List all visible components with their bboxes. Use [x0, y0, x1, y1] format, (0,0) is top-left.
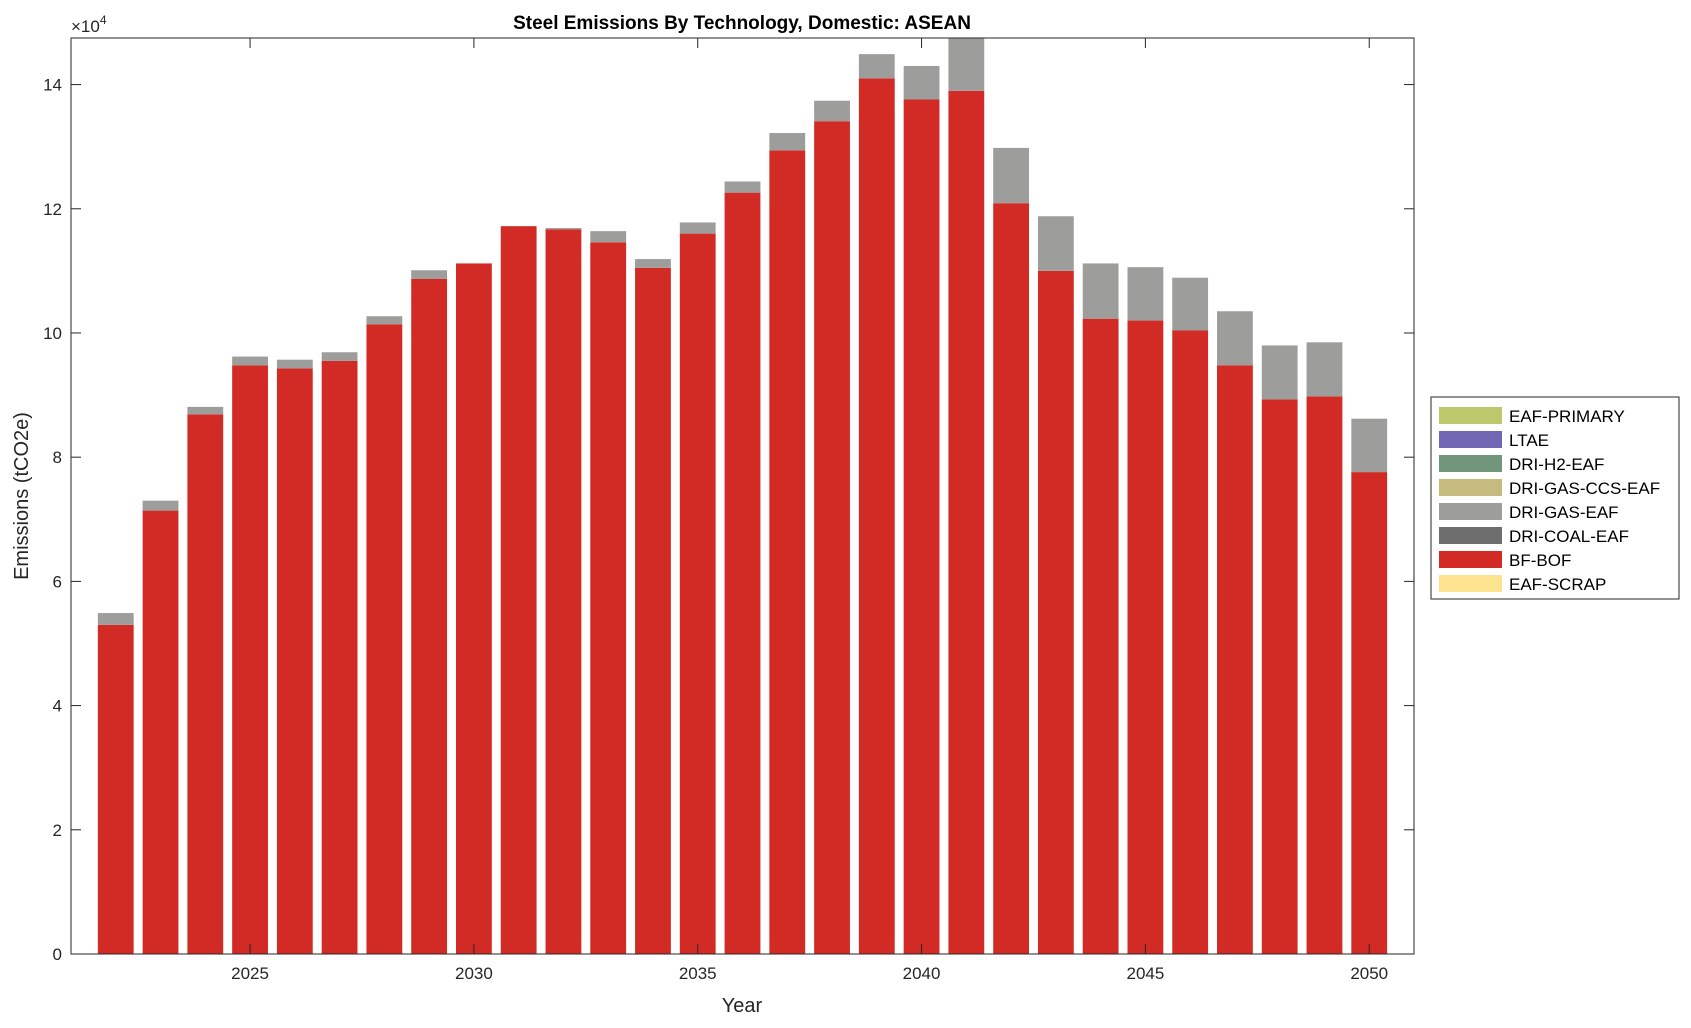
- bar-dri-gas-eaf-2025: [232, 356, 268, 366]
- bar-bf-bof-2043: [1037, 270, 1074, 954]
- bar-bf-bof-2025: [232, 365, 268, 954]
- legend-swatch-dri-gas-eaf: [1439, 503, 1502, 520]
- bar-bf-bof-2030: [455, 263, 492, 954]
- bar-bf-bof-2027: [321, 360, 358, 954]
- legend-swatch-dri-coal-eaf: [1439, 527, 1502, 544]
- x-tick-label: 2045: [1126, 964, 1164, 983]
- y-tick-label: 0: [53, 945, 62, 964]
- bar-bf-bof-2035: [679, 233, 716, 954]
- bar-dri-gas-eaf-2028: [366, 316, 403, 325]
- bar-dri-gas-eaf-2049: [1306, 342, 1343, 397]
- bar-bf-bof-2046: [1172, 330, 1209, 954]
- bar-dri-gas-eaf-2038: [814, 100, 850, 122]
- bar-dri-gas-eaf-2045: [1127, 267, 1164, 321]
- bar-dri-gas-eaf-2022: [97, 613, 134, 625]
- bar-bf-bof-2031: [500, 226, 537, 954]
- bar-bf-bof-2024: [187, 414, 224, 954]
- bar-dri-gas-eaf-2048: [1261, 345, 1298, 400]
- bar-dri-gas-eaf-2044: [1082, 263, 1119, 319]
- legend-label: BF-BOF: [1509, 551, 1571, 570]
- legend: EAF-PRIMARY LTAE DRI-H2-EAF DRI-GAS-CCS-EAF…: [1430, 396, 1680, 600]
- bar-dri-gas-eaf-2029: [411, 270, 448, 279]
- bar-bf-bof-2048: [1261, 399, 1298, 954]
- bar-bf-bof-2023: [142, 510, 179, 954]
- legend-label: EAF-SCRAP: [1509, 575, 1606, 594]
- legend-swatch-bf-bof: [1439, 551, 1502, 568]
- bar-bf-bof-2029: [411, 278, 448, 954]
- legend-label: LTAE: [1509, 431, 1549, 450]
- chart-title: Steel Emissions By Technology, Domestic:…: [513, 13, 971, 34]
- bar-bf-bof-2047: [1217, 365, 1253, 954]
- y-exponent-label: ×104: [71, 13, 107, 36]
- bar-bf-bof-2036: [724, 192, 761, 954]
- bar-dri-gas-eaf-2036: [724, 181, 761, 193]
- bar-bf-bof-2044: [1082, 318, 1119, 954]
- bar-dri-gas-eaf-2034: [635, 259, 671, 268]
- bar-dri-gas-eaf-2042: [993, 147, 1030, 204]
- x-tick-label: 2025: [231, 964, 269, 983]
- bar-dri-gas-eaf-2050: [1351, 418, 1388, 473]
- y-tick-label: 14: [43, 76, 62, 95]
- y-tick-label: 4: [53, 697, 62, 716]
- bar-dri-gas-eaf-2033: [590, 231, 627, 243]
- ticks-layer: 0 2 4 6 8 10 12 14 2025 2030 2035 2040 2045 2050: [43, 38, 1414, 983]
- bar-bf-bof-2038: [814, 121, 850, 955]
- bar-bf-bof-2042: [993, 203, 1030, 955]
- bar-dri-gas-eaf-2026: [276, 359, 313, 369]
- bar-bf-bof-2022: [97, 624, 134, 954]
- bar-dri-gas-eaf-2047: [1217, 311, 1253, 366]
- bar-bf-bof-2026: [276, 368, 313, 955]
- legend-swatch-dri-gas-ccs-eaf: [1439, 479, 1502, 496]
- legend-swatch-eaf-scrap: [1439, 575, 1502, 592]
- plot-area-box: [70, 37, 1415, 955]
- bar-bf-bof-2039: [858, 78, 895, 955]
- legend-label: DRI-COAL-EAF: [1509, 527, 1629, 546]
- bar-bf-bof-2037: [769, 150, 806, 955]
- y-axis-label: Emissions (tCO2e): [11, 412, 33, 580]
- bar-bf-bof-2049: [1306, 396, 1343, 954]
- bar-bf-bof-2028: [366, 324, 403, 954]
- bar-dri-gas-eaf-2023: [142, 500, 179, 511]
- bar-dri-gas-eaf-2024: [187, 406, 224, 415]
- x-tick-label: 2035: [679, 964, 717, 983]
- bar-dri-gas-eaf-2043: [1037, 216, 1074, 271]
- bar-dri-gas-eaf-2040: [903, 65, 940, 100]
- legend-label: DRI-H2-EAF: [1509, 455, 1604, 474]
- legend-swatch-dri-h2-eaf: [1439, 455, 1502, 472]
- bar-dri-gas-eaf-2027: [321, 352, 358, 361]
- y-tick-label: 8: [53, 448, 62, 467]
- x-tick-label: 2040: [903, 964, 941, 983]
- x-tick-label: 2030: [455, 964, 493, 983]
- bar-dri-gas-eaf-2041: [948, 38, 985, 91]
- bar-dri-gas-eaf-2037: [769, 133, 806, 151]
- bar-bf-bof-2045: [1127, 320, 1164, 954]
- bar-dri-gas-eaf-2032: [545, 228, 582, 230]
- bar-dri-gas-eaf-2035: [679, 222, 716, 234]
- bars-layer: [97, 38, 1388, 955]
- x-tick-label: 2050: [1350, 964, 1388, 983]
- bar-bf-bof-2050: [1351, 472, 1388, 954]
- y-tick-label: 2: [53, 821, 62, 840]
- bar-bf-bof-2032: [545, 229, 582, 955]
- bar-bf-bof-2040: [903, 99, 940, 955]
- y-tick-label: 10: [43, 324, 62, 343]
- legend-label: EAF-PRIMARY: [1509, 407, 1625, 426]
- y-tick-label: 6: [53, 572, 62, 591]
- legend-swatch-eaf-primary: [1439, 407, 1502, 424]
- x-axis-label: Year: [722, 995, 763, 1017]
- bar-dri-gas-eaf-2039: [858, 54, 895, 79]
- bar-bf-bof-2033: [590, 242, 627, 954]
- legend-swatch-ltae: [1439, 431, 1502, 448]
- bar-bf-bof-2034: [635, 267, 671, 955]
- y-tick-label: 12: [43, 200, 62, 219]
- legend-label: DRI-GAS-EAF: [1509, 503, 1619, 522]
- bar-bf-bof-2041: [948, 90, 985, 954]
- legend-label: DRI-GAS-CCS-EAF: [1509, 479, 1660, 498]
- bar-dri-gas-eaf-2046: [1172, 277, 1209, 331]
